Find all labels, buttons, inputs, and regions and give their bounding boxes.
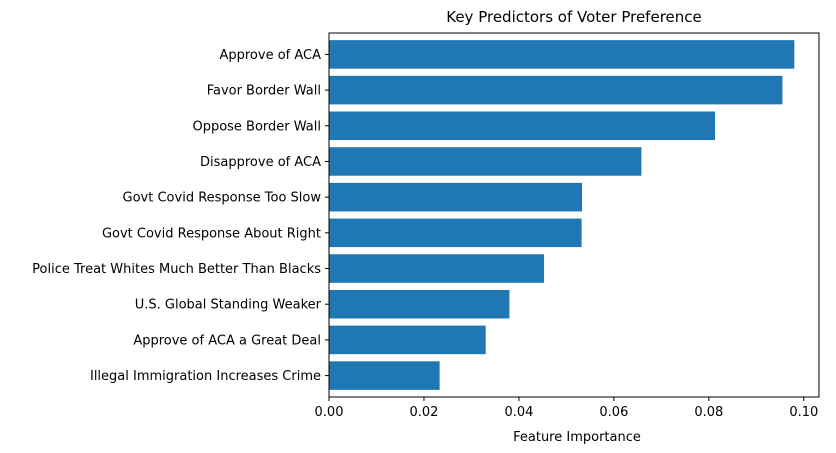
x-tick-label-1: 0.02: [409, 405, 438, 420]
bars-group: [329, 40, 795, 390]
bar-5: [329, 218, 582, 248]
category-label-7: U.S. Global Standing Weaker: [135, 298, 322, 313]
category-label-8: Approve of ACA a Great Deal: [133, 333, 321, 348]
chart-title: Key Predictors of Voter Preference: [446, 8, 702, 26]
category-label-3: Disapprove of ACA: [200, 155, 321, 170]
category-label-1: Favor Border Wall: [207, 84, 321, 99]
category-labels-group: Approve of ACA Favor Border Wall Oppose Bo…: [32, 48, 329, 384]
x-axis-label: Feature Importance: [513, 430, 641, 445]
bar-7: [329, 289, 510, 319]
category-label-9: Illegal Immigration Increases Crime: [90, 369, 321, 384]
bar-8: [329, 325, 486, 355]
bar-0: [329, 40, 795, 69]
category-label-4: Govt Covid Response Too Slow: [123, 191, 322, 206]
x-tick-label-4: 0.08: [694, 405, 723, 420]
bar-4: [329, 182, 583, 212]
bar-6: [329, 254, 545, 283]
x-tick-label-5: 0.10: [789, 405, 818, 420]
bar-9: [329, 361, 440, 390]
x-tick-label-3: 0.06: [599, 405, 628, 420]
category-label-0: Approve of ACA: [219, 48, 321, 63]
bar-3: [329, 147, 642, 176]
plot-frame: [328, 32, 820, 398]
category-label-5: Govt Covid Response About Right: [102, 226, 321, 241]
x-tick-label-2: 0.04: [504, 405, 533, 420]
x-tick-label-0: 0.00: [315, 405, 344, 420]
x-ticks-group: 0.00 0.02 0.04 0.06 0.08 0.10: [315, 397, 818, 420]
category-label-2: Oppose Border Wall: [192, 119, 321, 134]
bar-2: [329, 111, 716, 141]
bar-1: [329, 75, 783, 105]
category-label-6: Police Treat Whites Much Better Than Bla…: [32, 262, 321, 277]
